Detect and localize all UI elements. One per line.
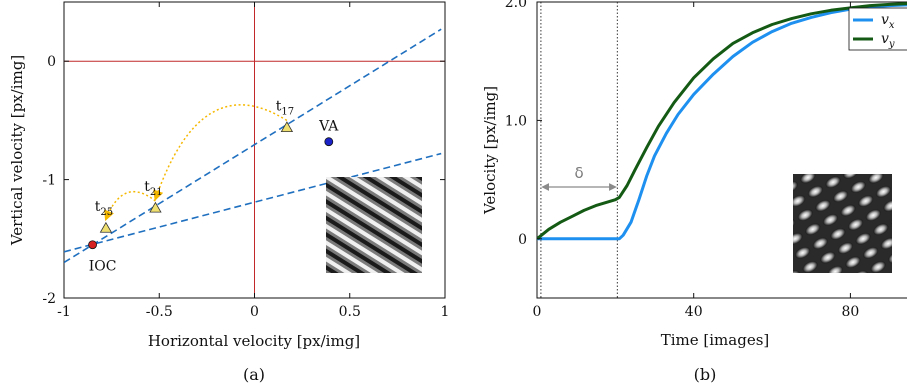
y-tick-label: -2 [42,291,56,307]
x-tick-label: 40 [685,304,703,320]
x-tick-label: 1 [441,304,450,320]
panel-b-inset-plaid [793,174,892,273]
delta-label: δ [575,164,584,182]
series-vy-line [537,2,907,240]
panel-a-xlabel: Horizontal velocity [px/img] [148,332,360,350]
x-tick-label: 0 [533,304,542,320]
legend-box [848,7,907,51]
label-ioc: IOC [89,259,117,275]
legend-label-vx: vx [881,12,895,31]
label-va: VA [318,119,339,135]
series-vx-line [537,3,907,241]
constraint-line-1 [64,28,442,264]
constraint-line-2 [64,152,442,253]
panel-a-caption: (a) [243,365,265,384]
trajectory-arrow-1 [153,104,288,201]
y-tick-label: -1 [42,173,56,189]
x-tick-label: -1 [57,304,71,320]
panel-a-inset-grating [326,177,422,273]
label-t21: t21 [144,179,162,198]
point-t21 [149,201,162,213]
panel-a-ylabel: Vertical velocity [px/img] [8,55,26,246]
point-t17 [280,121,294,133]
y-tick-label: 2.0 [505,0,527,11]
y-tick-label: 0 [518,232,527,248]
y-tick-label: 0 [47,54,56,70]
x-tick-label: 80 [841,304,859,320]
panel-b-xlabel: Time [images] [661,331,770,349]
panel-b-ylabel: Velocity [px/img] [481,86,499,215]
point-t25 [99,221,113,233]
label-t25: t25 [95,199,113,218]
x-tick-label: 0.5 [339,304,361,320]
point-va [324,137,334,147]
point-ioc [88,240,97,250]
x-tick-label: -0.5 [146,304,173,320]
label-t17: t17 [276,99,294,118]
legend-label-vy: vy [881,31,895,50]
x-tick-label: 0 [250,304,259,320]
y-tick-label: 1.0 [505,113,527,129]
panel-b-caption: (b) [694,365,717,384]
